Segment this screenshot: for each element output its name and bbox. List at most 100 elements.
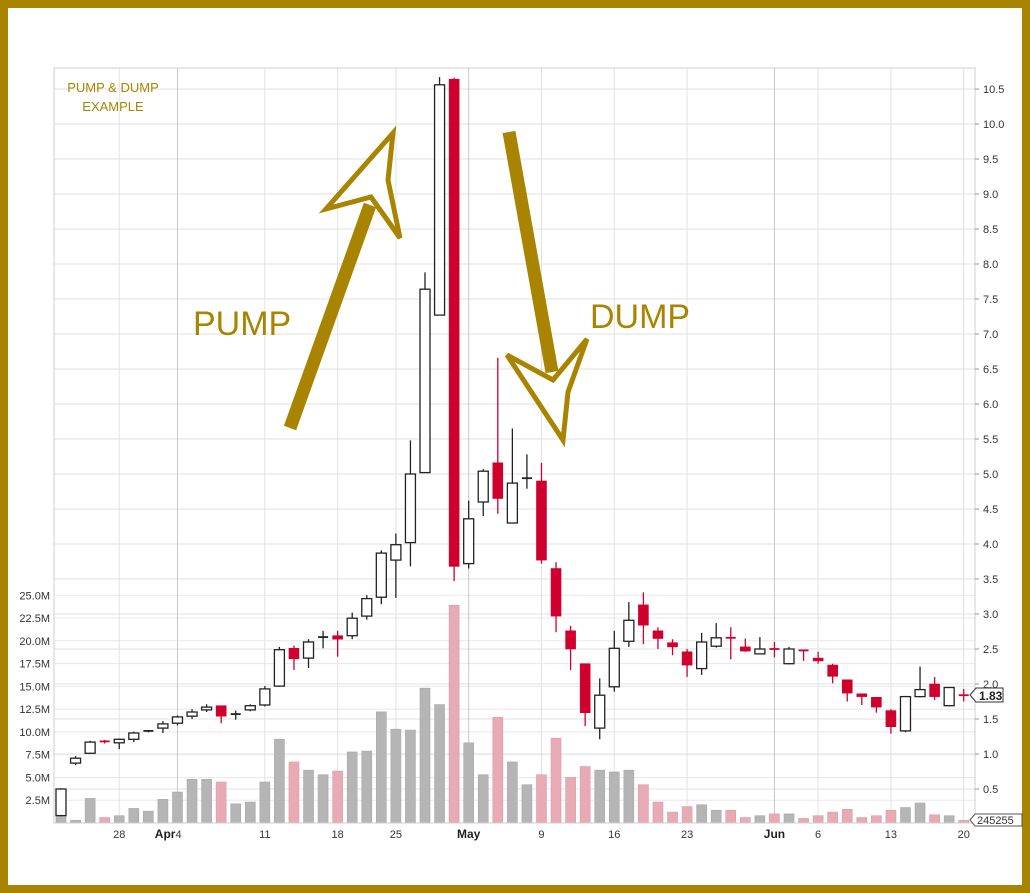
candle-body	[186, 711, 198, 717]
candle-body	[55, 788, 67, 817]
volume-bar	[157, 799, 169, 824]
volume-tick-label: 25.0M	[19, 590, 50, 602]
last-price-label: 1.83	[979, 689, 1003, 703]
candle-body	[69, 757, 82, 764]
volume-bar	[507, 761, 518, 824]
candle-body	[200, 706, 213, 711]
date-tick-label: 18	[332, 829, 344, 841]
candle-body	[244, 705, 256, 711]
volume-bar	[186, 778, 198, 824]
price-tick-label: 7.0	[983, 329, 998, 341]
candle-body	[812, 657, 824, 662]
price-tick-label: 10.5	[983, 84, 1004, 96]
candle-body	[652, 630, 664, 639]
volume-axis: 2.5M 5.0M 7.5M 10.0M 12.5M 15.0M 17.5M 20.0M 22.…	[19, 590, 50, 807]
volume-bar	[900, 807, 911, 824]
volume-bar	[390, 728, 402, 824]
volume-tick-label: 5.0M	[26, 772, 50, 784]
candle-body	[332, 635, 343, 640]
dump-arrow-icon	[502, 130, 590, 448]
volume-bar	[579, 766, 591, 824]
dump-label: DUMP	[590, 298, 690, 336]
candle-body	[695, 641, 708, 670]
volume-bar	[740, 817, 751, 824]
candle-body	[608, 647, 620, 688]
volume-bar	[841, 809, 853, 824]
date-tick-label: 9	[538, 829, 544, 841]
volume-bar	[128, 808, 140, 824]
candle-body	[914, 688, 926, 698]
volume-bar	[201, 778, 212, 824]
volume-bar	[608, 771, 620, 824]
volume-bar	[376, 711, 387, 824]
candle-body	[492, 462, 504, 499]
volume-tick-label: 22.5M	[19, 613, 50, 625]
volume-bar	[288, 761, 300, 824]
candle-body	[929, 683, 940, 697]
volume-bar	[419, 687, 431, 824]
volume-bar	[521, 784, 533, 824]
candle-body	[477, 470, 489, 503]
volume-bar	[463, 742, 474, 824]
plot-frame	[53, 67, 976, 824]
candle-body	[579, 663, 591, 714]
price-tick-label: 8.0	[983, 259, 998, 271]
volume-bar	[681, 806, 693, 824]
date-tick-label: 13	[885, 829, 897, 841]
date-tick-label: 4	[175, 829, 181, 841]
candle-body	[390, 544, 402, 561]
volume-bar	[230, 803, 242, 824]
volume-tick-label: 17.5M	[19, 659, 50, 671]
pump-label: PUMP	[193, 305, 291, 343]
volume-bar	[885, 809, 897, 824]
volume-tick-label: 20.0M	[19, 636, 50, 648]
volume-bar	[769, 813, 780, 824]
price-tick-label: 2.5	[983, 644, 998, 656]
volume-bar	[317, 774, 329, 824]
candle-body	[346, 617, 358, 637]
volume-bar	[827, 811, 838, 824]
candle-body	[827, 664, 838, 677]
candle-body	[681, 651, 693, 666]
price-tick-label: 9.5	[983, 154, 998, 166]
price-axis: 0.51.01.52.02.53.03.54.04.55.05.56.06.57…	[975, 84, 1004, 796]
date-tick-label: 25	[390, 829, 402, 841]
candle-body	[404, 473, 417, 544]
volume-bar	[448, 604, 460, 824]
candle-body	[302, 641, 315, 659]
candle-body	[638, 604, 649, 626]
volume-bar	[434, 704, 445, 824]
price-tick-label: 10.0	[983, 119, 1004, 131]
candles	[55, 77, 969, 817]
price-tick-label: 4.0	[983, 539, 998, 551]
volume-tick-label: 7.5M	[26, 750, 50, 762]
price-tick-label: 9.0	[983, 189, 998, 201]
volume-bar	[244, 801, 256, 824]
candle-body	[463, 518, 475, 565]
candle-body	[885, 710, 897, 727]
date-tick-label: 11	[259, 829, 270, 841]
price-tick-label: 7.5	[983, 294, 998, 306]
volume-tick-label: 12.5M	[19, 704, 50, 716]
volume-bar	[346, 751, 358, 824]
candle-body	[506, 482, 519, 524]
candle-body	[273, 649, 286, 687]
volume-bar	[303, 769, 314, 824]
candle-body	[361, 597, 373, 617]
date-tick-label: 6	[815, 829, 821, 841]
date-axis: 28 Apr 4 11 18 25 May 9 16 23 Jun 6 13 20	[113, 827, 970, 841]
date-tick-label: Apr	[155, 827, 176, 841]
date-tick-label: 16	[608, 829, 620, 841]
candle-body	[740, 646, 751, 652]
volume-bar	[536, 774, 547, 824]
candle-body	[448, 78, 460, 567]
candle-body	[783, 648, 795, 665]
candle-body	[536, 480, 547, 561]
volume-tick-label: 2.5M	[26, 795, 50, 807]
candle-body	[899, 695, 912, 732]
date-tick-label: 28	[113, 829, 125, 841]
price-tick-label: 1.0	[983, 749, 998, 761]
chart-title-line2: EXAMPLE	[82, 99, 144, 114]
volume-bar	[812, 815, 824, 824]
